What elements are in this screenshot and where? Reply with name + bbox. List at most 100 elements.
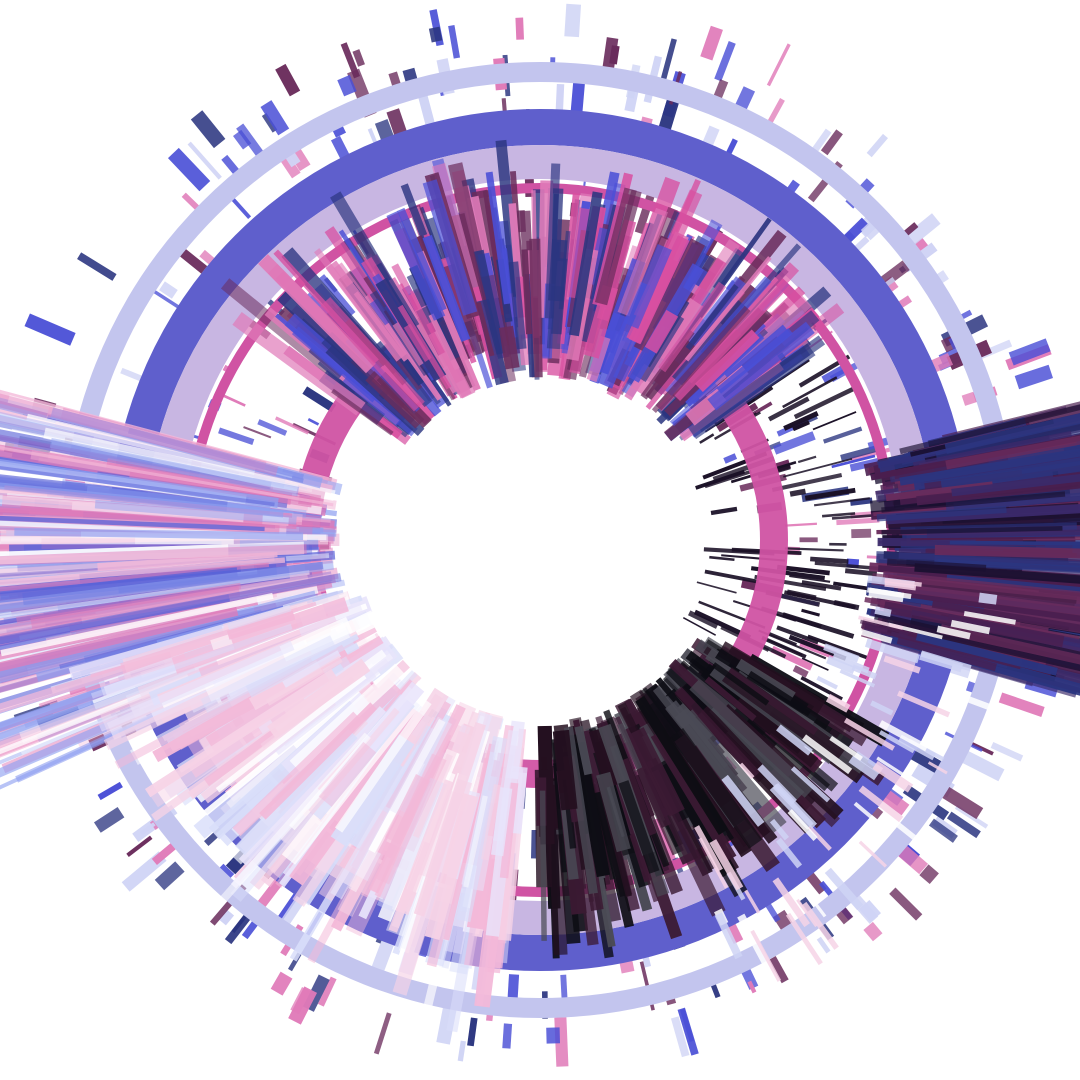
dark-tick xyxy=(798,354,851,388)
dark-tick xyxy=(810,556,849,564)
outer-spike xyxy=(766,43,791,87)
dark-burst-bar xyxy=(618,780,660,874)
top-burst-bar xyxy=(583,284,618,359)
top-burst-bar xyxy=(391,263,445,356)
left-fan-bar xyxy=(94,499,297,525)
inner-spike xyxy=(218,392,246,407)
right-fan-bar xyxy=(937,558,1031,568)
top-burst-bar xyxy=(687,343,816,440)
pale-burst-bar xyxy=(232,711,362,837)
right-fan-bar xyxy=(885,481,994,502)
outer-spike xyxy=(187,141,222,180)
outer-spike xyxy=(966,739,994,756)
dark-tick xyxy=(704,469,752,489)
pale-burst-bar xyxy=(419,789,464,880)
left-fan-bar xyxy=(0,574,309,643)
pale-tick xyxy=(829,735,863,761)
left-fan-bar xyxy=(0,541,305,566)
top-burst-bar xyxy=(365,371,425,429)
outer-spike xyxy=(990,741,1024,762)
outer-spike xyxy=(502,1023,513,1049)
dark-burst-bar xyxy=(650,730,737,863)
outer-spike xyxy=(714,41,736,82)
inner-spike xyxy=(851,528,872,539)
top-burst-bar xyxy=(669,382,719,427)
pale-tick xyxy=(775,837,803,869)
pale-tick xyxy=(851,664,877,680)
inner-spike xyxy=(319,274,356,317)
pale-burst-bar xyxy=(90,623,293,699)
pale-burst-bar xyxy=(499,782,519,879)
top-burst-bar xyxy=(594,187,637,306)
outer-spike xyxy=(768,956,789,984)
inner-spike xyxy=(243,426,272,439)
left-fan-bar xyxy=(26,413,256,476)
pale-burst-bar xyxy=(235,729,358,856)
pale-tick xyxy=(853,801,892,835)
right-fan-bar xyxy=(945,420,1080,470)
outer-spike xyxy=(903,213,941,247)
left-fan-bar xyxy=(0,440,334,507)
outer-spike xyxy=(190,110,226,149)
top-burst-bar xyxy=(422,234,471,343)
pale-tick xyxy=(858,840,888,868)
dark-tick xyxy=(786,589,817,601)
top-burst-bar xyxy=(521,249,533,335)
dark-burst-bar xyxy=(571,741,611,878)
right-fan-bar xyxy=(944,412,1080,454)
pale-burst-bar xyxy=(97,640,295,732)
dark-tick xyxy=(682,616,717,636)
outer-spike xyxy=(601,37,619,77)
dark-burst-bar xyxy=(734,695,819,768)
pale-tick xyxy=(694,825,723,872)
dark-tick xyxy=(703,547,775,556)
inner-spike xyxy=(792,665,809,678)
top-burst-bar xyxy=(397,207,447,312)
pale-tick xyxy=(785,912,823,966)
left-fan-bar xyxy=(0,544,307,569)
pale-tick xyxy=(772,877,811,928)
pale-burst-bar xyxy=(388,779,454,933)
outer-spike xyxy=(961,750,1005,782)
top-burst-bar xyxy=(258,254,376,374)
pale-burst-bar xyxy=(334,698,432,833)
inner-spike xyxy=(831,454,876,469)
pale-tick xyxy=(872,760,914,793)
left-fan-bar xyxy=(0,562,270,594)
pale-tick xyxy=(843,717,895,751)
pale-tick xyxy=(698,837,729,889)
dark-tick xyxy=(789,574,831,583)
dark-tick xyxy=(788,634,847,661)
dark-burst-bar xyxy=(697,712,758,778)
right-fan-bar xyxy=(883,601,1065,648)
left-fan-bar xyxy=(0,573,342,653)
dark-burst-bar xyxy=(704,676,757,722)
top-burst-bar xyxy=(321,331,378,387)
pale-tick xyxy=(787,809,818,842)
top-burst-bar xyxy=(655,305,751,411)
dark-tick xyxy=(693,609,752,640)
outer-spike xyxy=(317,976,337,1007)
inner-spike xyxy=(307,417,320,426)
dark-burst-bar xyxy=(636,765,671,829)
pale-tick xyxy=(790,766,831,803)
left-fan-bar xyxy=(30,567,339,629)
pale-tick xyxy=(878,720,929,752)
pale-tick xyxy=(897,690,951,718)
outer-spike xyxy=(261,112,278,133)
dark-tick xyxy=(767,396,810,422)
left-fan-bar xyxy=(16,582,242,624)
dark-burst-bar xyxy=(588,728,618,789)
top-burst-bar xyxy=(586,335,611,383)
dark-tick xyxy=(688,610,719,629)
dark-tick xyxy=(821,512,856,518)
pale-tick xyxy=(823,643,860,663)
pale-tick xyxy=(796,898,818,928)
outer-spike xyxy=(546,1027,561,1044)
outer-spike xyxy=(275,63,301,97)
pale-burst-bar xyxy=(198,615,338,677)
left-fan-bar xyxy=(0,592,274,657)
pale-burst-bar xyxy=(463,795,488,888)
dark-tick xyxy=(784,547,844,552)
outer-spike xyxy=(659,38,677,84)
